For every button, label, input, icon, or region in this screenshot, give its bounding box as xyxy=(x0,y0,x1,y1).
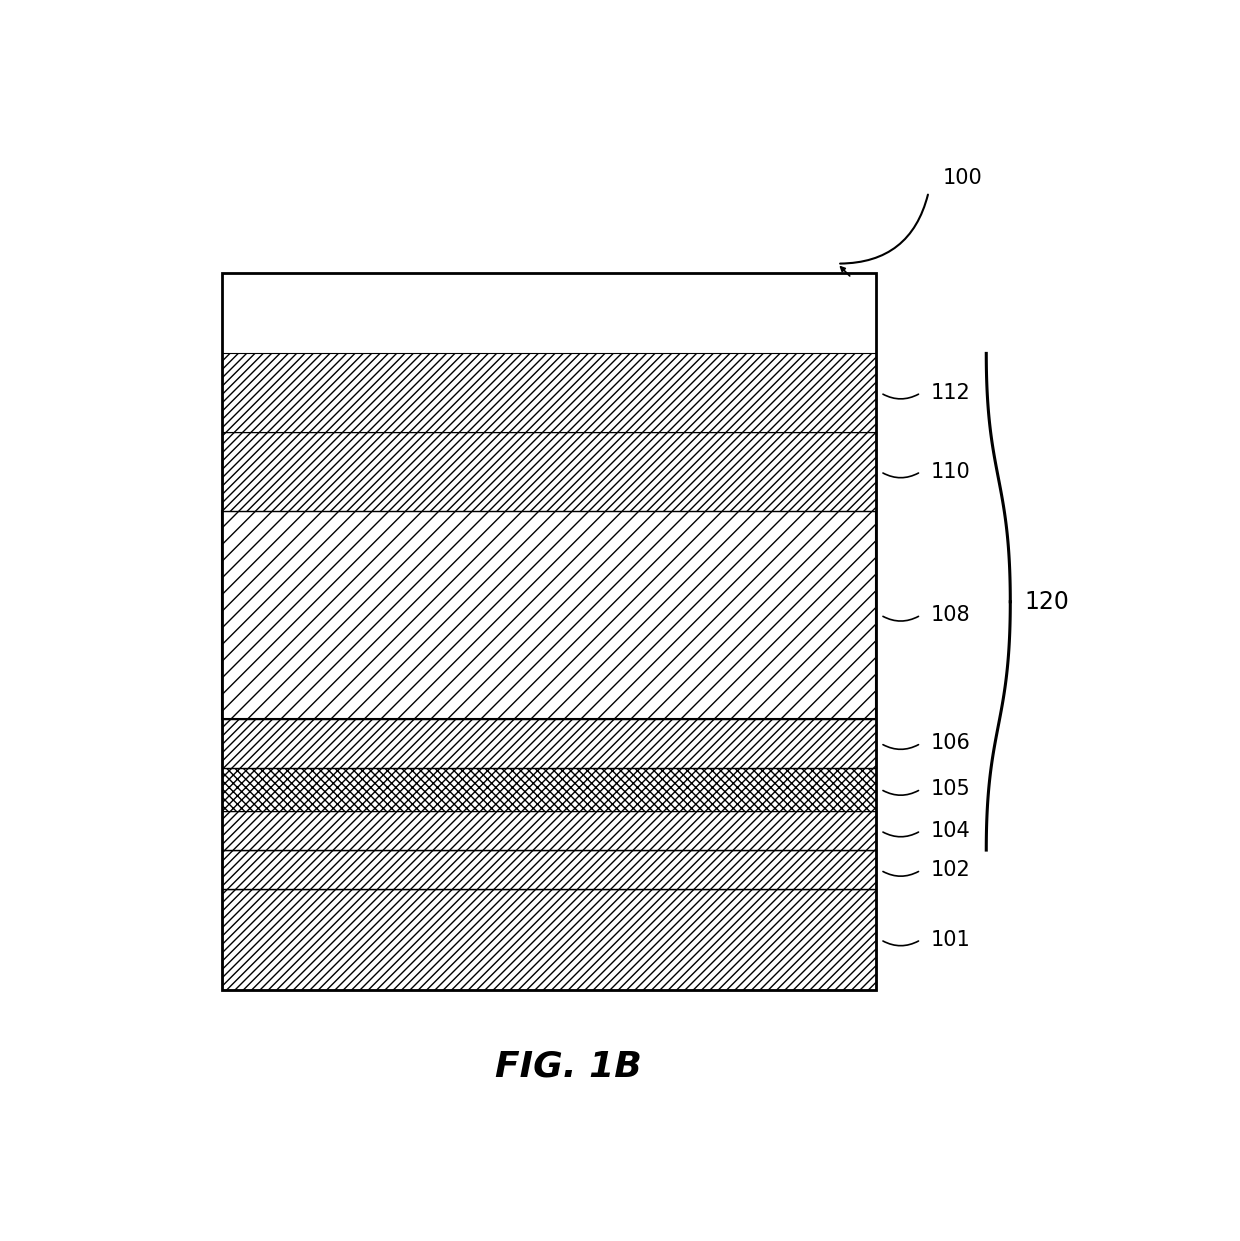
Text: 106: 106 xyxy=(930,733,971,753)
Text: 120: 120 xyxy=(1024,589,1070,614)
Text: 112: 112 xyxy=(930,382,970,403)
Bar xyxy=(222,354,875,432)
Bar xyxy=(222,511,875,719)
Text: 108: 108 xyxy=(930,606,970,625)
Text: 104: 104 xyxy=(930,820,970,840)
Bar xyxy=(222,850,875,890)
Bar xyxy=(222,768,875,810)
Text: 100: 100 xyxy=(944,168,983,187)
Bar xyxy=(222,810,875,850)
Bar xyxy=(222,432,875,511)
Bar xyxy=(222,273,875,990)
Bar xyxy=(222,890,875,990)
Text: 110: 110 xyxy=(930,462,970,482)
Text: 105: 105 xyxy=(930,779,970,799)
Text: FIG. 1B: FIG. 1B xyxy=(495,1050,641,1083)
Bar xyxy=(222,719,875,768)
Text: 101: 101 xyxy=(930,930,970,949)
Text: 102: 102 xyxy=(930,860,970,880)
